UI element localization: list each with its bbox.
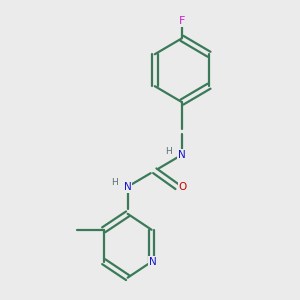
Text: N: N [149,257,157,267]
Text: N: N [124,182,131,192]
Text: O: O [179,182,187,192]
Text: H: H [165,147,172,156]
Text: H: H [112,178,118,188]
Text: F: F [179,16,185,26]
Text: N: N [178,150,186,160]
